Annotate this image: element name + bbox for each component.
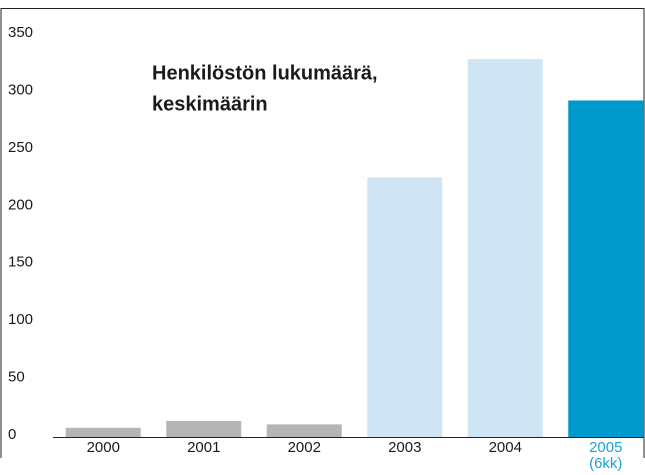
y-tick-label: 350	[8, 24, 33, 41]
x-tick-label: 2002	[288, 439, 321, 456]
bar	[166, 420, 242, 437]
bar	[568, 100, 644, 438]
y-tick-label: 0	[8, 426, 16, 443]
y-tick-label: 150	[8, 254, 33, 271]
frame	[0, 8, 645, 458]
x-tick-label: 2005 (6kk)	[589, 439, 622, 472]
x-tick-label: 2003	[388, 439, 421, 456]
bar	[65, 427, 141, 437]
y-tick-label: 200	[8, 196, 33, 213]
x-tick-label: 2000	[87, 439, 120, 456]
bar	[266, 424, 342, 437]
x-tick-label: 2001	[187, 439, 220, 456]
chart-title: keskimäärin	[152, 93, 268, 115]
bar	[467, 59, 543, 438]
y-tick-label: 50	[8, 369, 25, 386]
chart-title: Henkilöstön lukumäärä,	[152, 62, 378, 84]
x-tick-label: 2004	[489, 439, 522, 456]
bar	[367, 177, 443, 437]
y-tick-label: 100	[8, 311, 33, 328]
y-tick-label: 300	[8, 81, 33, 98]
y-tick-label: 250	[8, 139, 33, 156]
